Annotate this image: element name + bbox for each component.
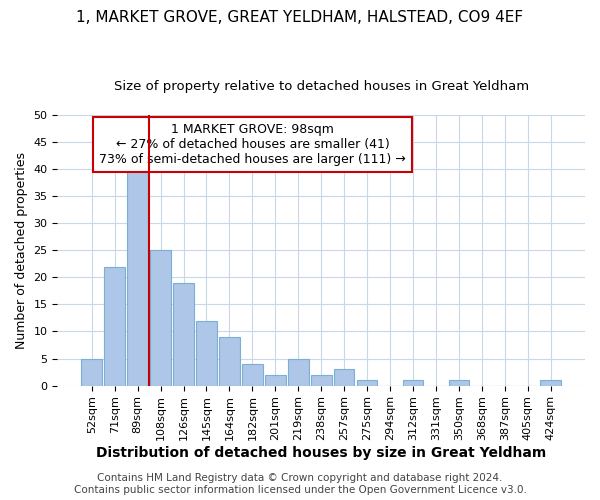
Bar [104, 266, 125, 386]
Bar [173, 283, 194, 386]
Bar [127, 164, 148, 386]
Bar [541, 380, 561, 386]
Bar [357, 380, 377, 386]
Bar [150, 250, 171, 386]
Title: Size of property relative to detached houses in Great Yeldham: Size of property relative to detached ho… [113, 80, 529, 93]
Bar [311, 375, 332, 386]
Bar [82, 358, 102, 386]
Text: Contains HM Land Registry data © Crown copyright and database right 2024.
Contai: Contains HM Land Registry data © Crown c… [74, 474, 526, 495]
Bar [196, 320, 217, 386]
Bar [265, 375, 286, 386]
Bar [334, 370, 355, 386]
Text: 1 MARKET GROVE: 98sqm
← 27% of detached houses are smaller (41)
73% of semi-deta: 1 MARKET GROVE: 98sqm ← 27% of detached … [99, 123, 406, 166]
Y-axis label: Number of detached properties: Number of detached properties [15, 152, 28, 349]
Text: 1, MARKET GROVE, GREAT YELDHAM, HALSTEAD, CO9 4EF: 1, MARKET GROVE, GREAT YELDHAM, HALSTEAD… [76, 10, 524, 25]
Bar [242, 364, 263, 386]
X-axis label: Distribution of detached houses by size in Great Yeldham: Distribution of detached houses by size … [96, 446, 547, 460]
Bar [449, 380, 469, 386]
Bar [288, 358, 308, 386]
Bar [403, 380, 424, 386]
Bar [219, 337, 240, 386]
